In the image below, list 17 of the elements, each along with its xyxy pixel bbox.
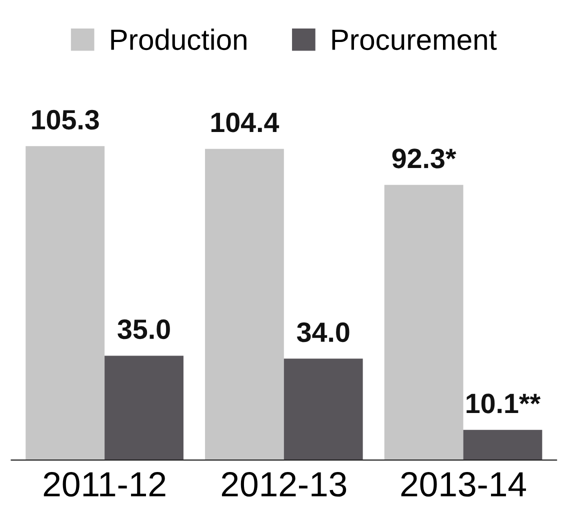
data-label: 10.1** <box>466 394 541 414</box>
bar <box>384 184 464 460</box>
data-label: 104.4 <box>211 112 280 132</box>
x-tick-label: 2011-12 <box>44 472 166 497</box>
bar <box>104 356 184 460</box>
data-label: 105.3 <box>32 110 99 130</box>
data-label: 92.3* <box>392 148 456 168</box>
bar <box>463 430 542 460</box>
bar <box>205 148 284 460</box>
data-label: 34.0 <box>296 322 350 342</box>
bar <box>284 358 363 460</box>
x-tick-label: 2013-14 <box>401 472 526 497</box>
bar <box>26 146 105 460</box>
x-tick-label: 2012-13 <box>222 472 346 497</box>
legend-label: Production <box>111 28 246 50</box>
data-label: 35.0 <box>118 319 170 340</box>
legend-label: Procurement <box>332 30 497 50</box>
